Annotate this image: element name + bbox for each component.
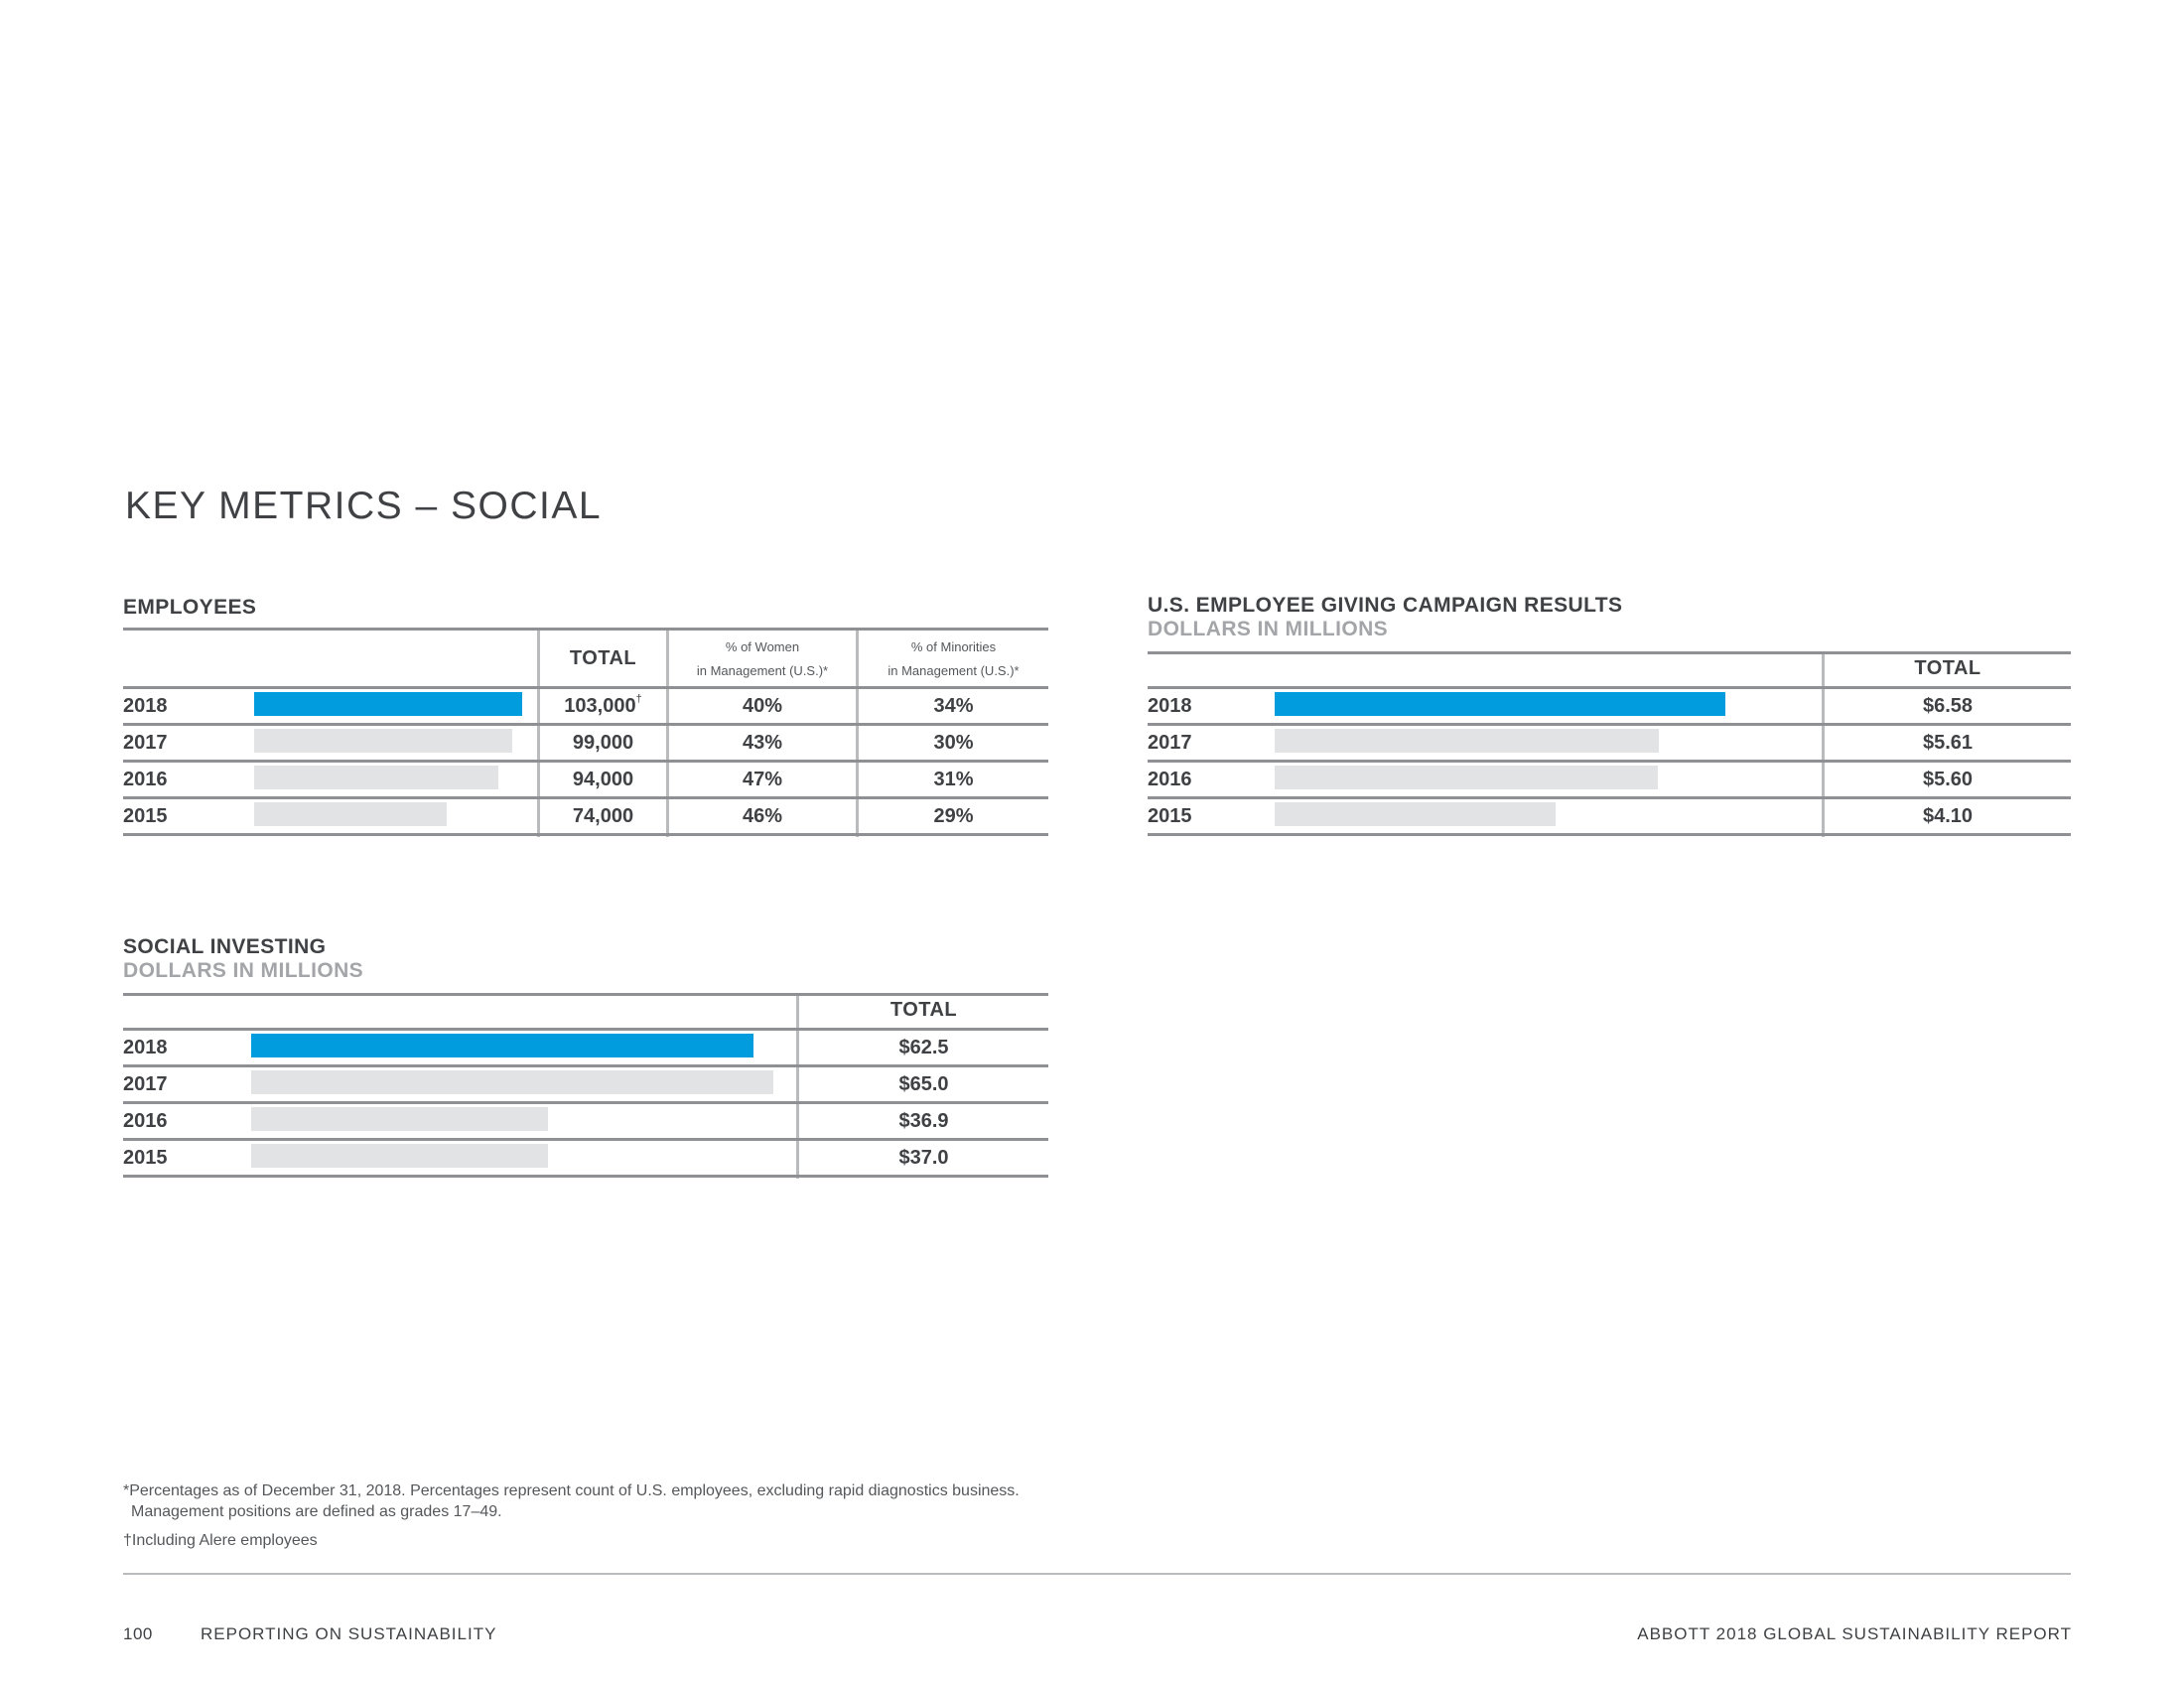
employees-header-rule [123, 686, 1048, 689]
employees-total-cell: 103,000† [540, 689, 666, 723]
investing-subtitle: DOLLARS IN MILLIONS [123, 959, 364, 982]
women-pct-cell: 43% [742, 732, 783, 754]
minorities-pct-cell: 34% [933, 695, 974, 717]
table-row: 2015 $37.0 [123, 1141, 1048, 1178]
row-year: 2017 [123, 1073, 168, 1095]
women-pct-cell: 40% [742, 695, 783, 717]
minorities-header-line2: in Management (U.S.)* [887, 663, 1020, 678]
minorities-pct-cell: 31% [933, 769, 974, 790]
footnote-asterisk-cont: Management positions are defined as grad… [131, 1503, 502, 1520]
footer-report-title: ABBOTT 2018 GLOBAL SUSTAINABILITY REPORT [1637, 1624, 2072, 1643]
giving-total-header: TOTAL [1914, 657, 1981, 679]
table-row: 2017 $5.61 [1148, 726, 2071, 763]
giving-top-rule [1148, 651, 2071, 654]
giving-divider [1822, 654, 1825, 837]
employees-total-cell: 99,000 [572, 732, 634, 754]
minorities-header-line1: % of Minorities [910, 639, 997, 654]
employees-bar [254, 692, 522, 716]
employees-top-rule [123, 628, 1048, 631]
dagger-mark: † [635, 693, 642, 705]
row-year: 2016 [123, 769, 168, 790]
employees-divider [537, 631, 540, 837]
row-year: 2016 [1148, 769, 1192, 790]
row-year: 2017 [1148, 732, 1192, 754]
row-year: 2015 [1148, 805, 1192, 827]
row-year: 2016 [123, 1110, 168, 1132]
investing-total-cell: $36.9 [898, 1110, 949, 1132]
employees-total-cell: 94,000 [572, 769, 634, 790]
employees-total-cell: 74,000 [572, 805, 634, 827]
giving-header-rule [1148, 686, 2071, 689]
women-pct-cell: 47% [742, 769, 783, 790]
investing-section: SOCIAL INVESTING DOLLARS IN MILLIONS TOT… [123, 935, 1048, 1184]
giving-bar [1275, 766, 1658, 789]
row-year: 2018 [1148, 695, 1192, 717]
investing-bar [251, 1144, 548, 1168]
footnote-asterisk: *Percentages as of December 31, 2018. Pe… [123, 1482, 1020, 1499]
employees-divider [856, 631, 859, 837]
footer-section-name: REPORTING ON SUSTAINABILITY [201, 1624, 497, 1643]
employees-minorities-header: % of Minorities in Management (U.S.)* [859, 635, 1048, 683]
employees-bar [254, 766, 498, 789]
footer-rule [123, 1573, 2071, 1575]
total-value: 103,000 [564, 695, 636, 717]
employees-women-header: % of Women in Management (U.S.)* [669, 635, 856, 683]
footnote-dagger: †Including Alere employees [123, 1532, 318, 1549]
giving-section: U.S. EMPLOYEE GIVING CAMPAIGN RESULTS DO… [1148, 594, 2071, 842]
giving-title: U.S. EMPLOYEE GIVING CAMPAIGN RESULTS [1148, 594, 1623, 617]
giving-bar [1275, 692, 1725, 716]
page-number: 100 [123, 1624, 153, 1643]
giving-total-cell: $5.61 [1922, 732, 1974, 754]
table-row: 2018 $6.58 [1148, 689, 2071, 726]
investing-bar [251, 1034, 753, 1057]
giving-subtitle: DOLLARS IN MILLIONS [1148, 618, 1389, 640]
employees-section: EMPLOYEES TOTAL % of Women in Management… [123, 596, 1048, 840]
giving-total-cell: $5.60 [1922, 769, 1974, 790]
table-row: 2018 103,000† 40% 34% [123, 689, 1048, 726]
employees-bar [254, 802, 447, 826]
investing-total-cell: $62.5 [898, 1037, 949, 1058]
women-header-line2: in Management (U.S.)* [696, 663, 829, 678]
employees-bar [254, 729, 512, 753]
giving-bar [1275, 729, 1659, 753]
table-row: 2018 $62.5 [123, 1031, 1048, 1067]
women-header-line1: % of Women [725, 639, 800, 654]
giving-total-cell: $4.10 [1922, 805, 1974, 827]
row-year: 2015 [123, 1147, 168, 1169]
investing-table: TOTAL 2018 $62.5 2017 $65.0 2016 $36.9 2… [123, 993, 1048, 1180]
minorities-pct-cell: 30% [933, 732, 974, 754]
row-year: 2018 [123, 695, 168, 717]
row-year: 2017 [123, 732, 168, 754]
investing-top-rule [123, 993, 1048, 996]
table-row: 2016 $5.60 [1148, 763, 2071, 799]
table-row: 2016 $36.9 [123, 1104, 1048, 1141]
investing-total-cell: $65.0 [898, 1073, 949, 1095]
row-year: 2018 [123, 1037, 168, 1058]
investing-title: SOCIAL INVESTING [123, 935, 327, 958]
employees-table: TOTAL % of Women in Management (U.S.)* %… [123, 628, 1048, 838]
investing-bar [251, 1107, 548, 1131]
table-row: 2015 $4.10 [1148, 799, 2071, 836]
footnotes: *Percentages as of December 31, 2018. Pe… [123, 1480, 1020, 1551]
table-row: 2015 74,000 46% 29% [123, 799, 1048, 836]
giving-table: TOTAL 2018 $6.58 2017 $5.61 2016 $5.60 2… [1148, 651, 2071, 838]
giving-total-cell: $6.58 [1922, 695, 1974, 717]
minorities-pct-cell: 29% [933, 805, 974, 827]
table-row: 2017 99,000 43% 30% [123, 726, 1048, 763]
page-title: KEY METRICS – SOCIAL [125, 485, 603, 527]
investing-total-header: TOTAL [889, 999, 958, 1021]
employees-title: EMPLOYEES [123, 596, 257, 619]
women-pct-cell: 46% [742, 805, 783, 827]
table-row: 2016 94,000 47% 31% [123, 763, 1048, 799]
investing-divider [796, 996, 799, 1179]
table-row: 2017 $65.0 [123, 1067, 1048, 1104]
employees-divider [666, 631, 669, 837]
employees-total-header: TOTAL [569, 647, 637, 669]
investing-total-cell: $37.0 [898, 1147, 949, 1169]
row-year: 2015 [123, 805, 168, 827]
investing-header-rule [123, 1028, 1048, 1031]
investing-bar [251, 1070, 773, 1094]
giving-bar [1275, 802, 1556, 826]
